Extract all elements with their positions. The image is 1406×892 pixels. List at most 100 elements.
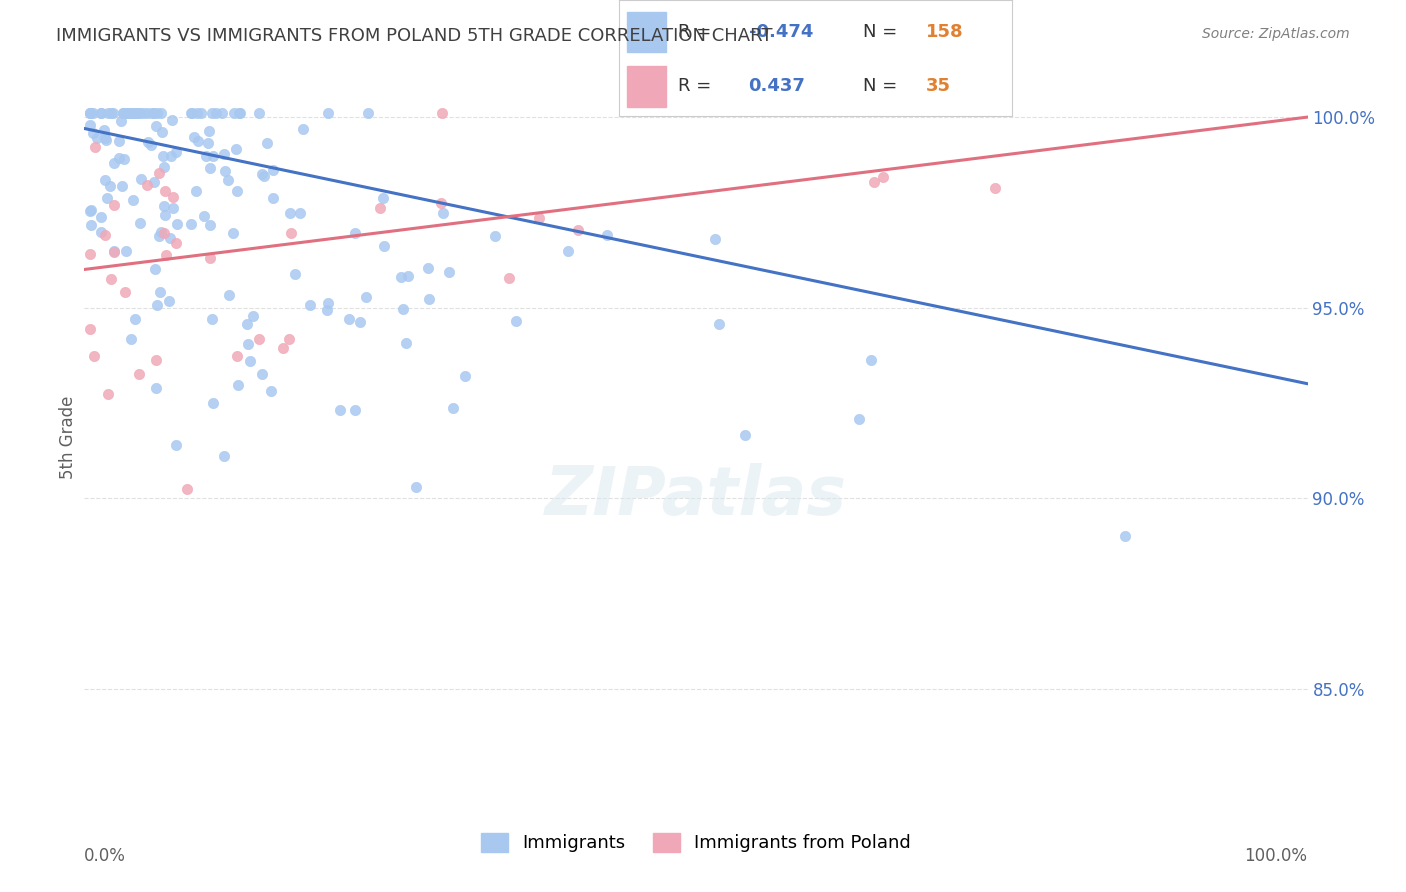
Point [160,113,183,128]
Point [356,106,378,120]
Point [150,106,173,120]
Point [180,106,202,120]
Point [153,198,176,212]
Point [145,298,167,312]
Point [193,209,215,223]
Point [224,106,246,120]
Text: 35: 35 [925,77,950,95]
Point [118,106,141,120]
Point [129,216,152,230]
Point [860,353,883,368]
Point [122,193,145,207]
Point [96,192,118,206]
Point [180,217,202,231]
Point [143,261,166,276]
Point [79,203,101,218]
Point [707,317,730,331]
Point [288,206,311,220]
Text: ZIPatlas: ZIPatlas [546,463,846,529]
Point [212,147,235,161]
Point [344,403,367,417]
Point [187,134,209,148]
Point [90,106,112,120]
Point [79,247,101,261]
Point [239,354,262,368]
Point [872,169,894,184]
Point [198,218,221,232]
Point [416,260,439,275]
Point [567,223,589,237]
Point [389,270,412,285]
Point [153,160,176,174]
Point [82,106,104,120]
Point [111,106,134,120]
Point [146,106,169,120]
Point [94,133,117,147]
Point [202,396,225,410]
Point [111,178,134,193]
Point [152,149,174,163]
Point [180,106,202,120]
Point [145,353,167,368]
Point [148,166,170,180]
Point [405,480,427,494]
Point [441,401,464,416]
Point [253,169,276,184]
Point [155,248,177,262]
Point [439,265,461,279]
Point [153,208,176,222]
Point [197,136,219,151]
Point [225,184,247,198]
Point [529,211,551,225]
Text: N =: N = [863,23,903,41]
Text: Source: ZipAtlas.com: Source: ZipAtlas.com [1202,27,1350,41]
Point [236,317,259,331]
Point [107,134,129,148]
Point [190,106,212,120]
Point [98,178,121,193]
Point [337,312,360,326]
Point [214,449,236,463]
Point [184,184,207,198]
Point [79,106,101,120]
Point [250,367,273,381]
Point [280,227,302,241]
Text: R =: R = [678,77,717,95]
Point [418,292,440,306]
Point [165,145,187,160]
Point [316,296,339,310]
Point [93,123,115,137]
Point [121,106,143,120]
Point [129,171,152,186]
Point [432,206,454,220]
Point [150,225,173,239]
Point [159,231,181,245]
Point [132,106,155,120]
Point [165,438,187,452]
Point [148,228,170,243]
Point [557,244,579,259]
Point [145,120,167,134]
Point [201,106,224,120]
Point [349,315,371,329]
Point [90,225,112,239]
Point [138,135,160,149]
Point [278,206,301,220]
Point [136,178,159,193]
Point [166,218,188,232]
Point [159,294,181,309]
Point [101,106,124,120]
Point [247,106,270,120]
Point [141,137,163,152]
Point [484,228,506,243]
Point [79,118,101,132]
Point [201,149,224,163]
Point [114,106,136,120]
Point [124,311,146,326]
Point [90,210,112,224]
Point [128,367,150,381]
Point [176,482,198,496]
Point [396,269,419,284]
Point [222,226,245,240]
Point [142,106,165,120]
